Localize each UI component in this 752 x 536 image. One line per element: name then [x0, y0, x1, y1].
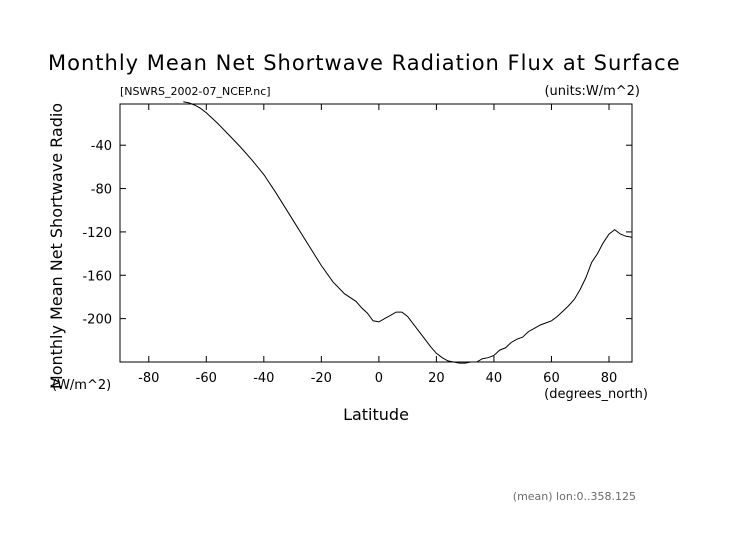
- x-tick-label: 40: [486, 371, 503, 386]
- x-tick-label: 0: [375, 371, 383, 386]
- y-tick-label: -160: [82, 269, 112, 284]
- y-tick-label: -80: [91, 183, 112, 198]
- y-tick-label: -40: [91, 139, 112, 154]
- plot-frame: [119, 103, 633, 363]
- x-tick-label: -40: [253, 371, 274, 386]
- chart-subtitle-units: (units:W/m^2): [544, 84, 640, 99]
- series-line: [183, 101, 633, 364]
- x-axis-label: Latitude: [343, 405, 409, 424]
- x-tick-label: 60: [543, 371, 560, 386]
- x-tick-label: -60: [196, 371, 217, 386]
- x-tick-label: 80: [601, 371, 618, 386]
- x-tick-label: -80: [138, 371, 159, 386]
- y-axis-units: (W/m^2): [52, 378, 111, 393]
- x-axis-units: (degrees_north): [544, 387, 648, 402]
- plot-area: -80 -60 -40 -20 0 20 40 60 80 -40-80-120-160-200: [82, 101, 633, 386]
- chart-subtitle-file: [NSWRS_2002-07_NCEP.nc]: [120, 85, 271, 98]
- chart-title: Monthly Mean Net Shortwave Radiation Flu…: [48, 51, 681, 75]
- footer-note: (mean) lon:0..358.125: [513, 490, 636, 503]
- y-tick-label: -120: [82, 226, 112, 241]
- x-tick-label: -20: [311, 371, 332, 386]
- y-axis-label: Monthly Mean Net Shortwave Radio: [47, 103, 66, 389]
- y-tick-label: -200: [82, 313, 112, 328]
- x-tick-label: 20: [428, 371, 445, 386]
- y-axis: -40 -80 -120 -160 -200: [82, 139, 632, 328]
- x-axis: -80 -60 -40 -20 0 20 40 60 80: [138, 104, 617, 386]
